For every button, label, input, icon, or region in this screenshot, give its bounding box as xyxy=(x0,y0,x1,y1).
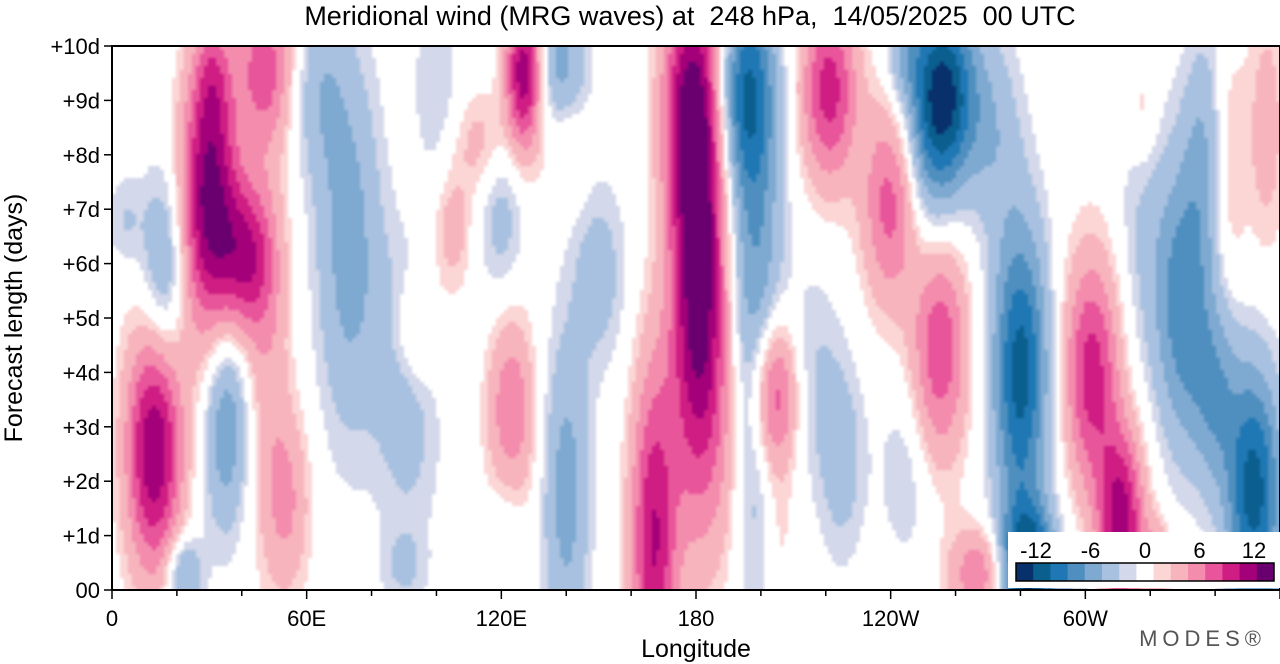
colorbar-swatch xyxy=(1205,563,1223,581)
y-axis: 00 +1d +2d +3d +4d +5d +6d +7d +8d +9d +10d xyxy=(50,34,112,603)
colorbar-swatch xyxy=(1136,563,1155,581)
x-axis: 0 60E 120E 180 120W 60W xyxy=(106,590,1280,631)
colorbar-swatch xyxy=(1256,563,1275,581)
y-tick-label: +7d xyxy=(63,197,100,222)
colorbar-swatch xyxy=(1153,563,1172,581)
y-tick-label: +4d xyxy=(63,360,100,385)
y-tick-label: +2d xyxy=(63,469,100,494)
colorbar: -12 -6 0 6 12 xyxy=(1008,532,1280,588)
colorbar-tick-label: 12 xyxy=(1242,538,1266,563)
x-tick-label: 0 xyxy=(106,606,118,631)
colorbar-swatch xyxy=(1067,563,1086,581)
chart-title: Meridional wind (MRG waves) at 248 hPa, … xyxy=(304,1,1076,31)
x-tick-label: 180 xyxy=(678,606,715,631)
y-tick-label: +9d xyxy=(63,88,100,113)
colorbar-swatch xyxy=(1188,563,1206,581)
colorbar-swatch xyxy=(1239,563,1258,581)
y-tick-label: +1d xyxy=(63,524,100,549)
y-tick-label: +6d xyxy=(63,252,100,277)
colorbar-swatch xyxy=(1222,563,1241,581)
colorbar-frame xyxy=(1015,562,1275,582)
y-tick-label: +8d xyxy=(63,143,100,168)
colorbar-swatch xyxy=(1050,563,1069,581)
x-tick-label: 120W xyxy=(862,606,920,631)
colorbar-swatch xyxy=(1102,563,1120,581)
colorbar-tick-label: -6 xyxy=(1081,538,1101,563)
y-axis-title: Forecast length (days) xyxy=(0,194,28,443)
y-tick-label: 00 xyxy=(76,578,100,603)
x-tick-label: 60W xyxy=(1063,606,1108,631)
x-tick-label: 60E xyxy=(287,606,326,631)
colorbar-tick-label: 0 xyxy=(1139,538,1151,563)
colorbar-swatch xyxy=(1119,563,1137,581)
y-tick-label: +5d xyxy=(63,306,100,331)
y-tick-label: +10d xyxy=(50,34,100,59)
x-axis-title: Longitude xyxy=(641,635,751,663)
modes-logo: MODES® xyxy=(1139,626,1266,651)
x-tick-label: 120E xyxy=(476,606,527,631)
colorbar-tick-label: -12 xyxy=(1020,538,1052,563)
wind-field-shading xyxy=(112,46,1280,590)
colorbar-swatch xyxy=(1170,563,1189,581)
colorbar-swatch xyxy=(1016,563,1034,581)
colorbar-swatch xyxy=(1084,563,1103,581)
colorbar-swatch xyxy=(1033,563,1051,581)
colorbar-tick-label: 6 xyxy=(1193,538,1205,563)
y-tick-label: +3d xyxy=(63,415,100,440)
